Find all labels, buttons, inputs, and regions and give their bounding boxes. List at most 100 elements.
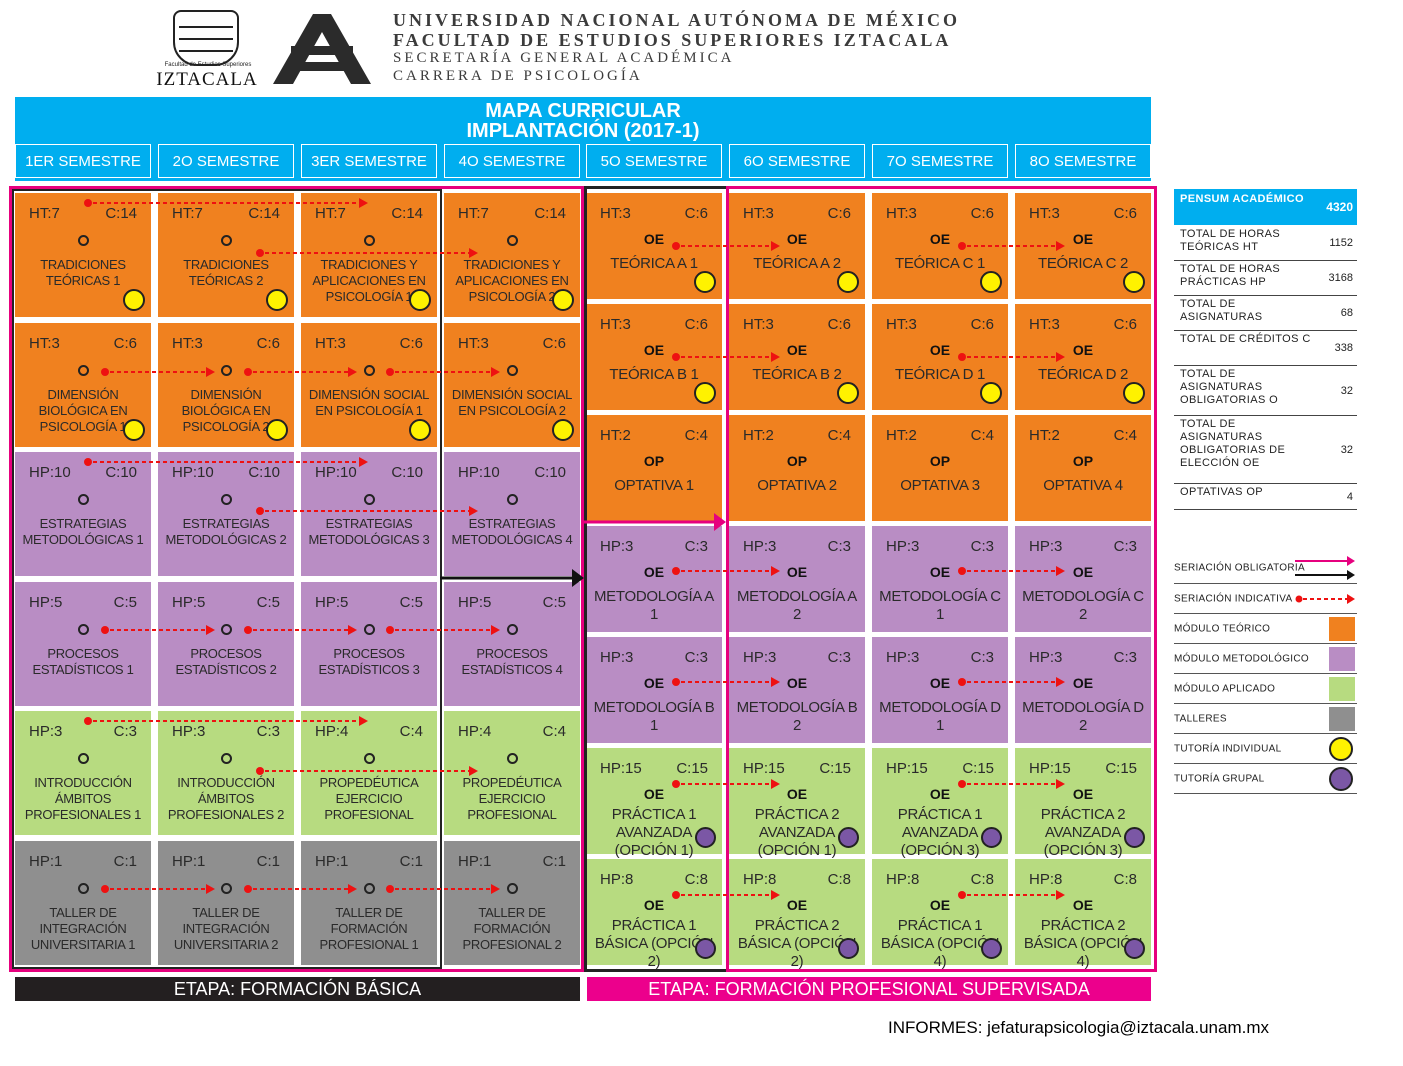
obligatory-ring-icon bbox=[221, 494, 232, 505]
credits-label: C:3 bbox=[970, 649, 994, 666]
credits-label: C:3 bbox=[113, 723, 137, 740]
credits-label: C:3 bbox=[684, 538, 708, 555]
indicative-arrow bbox=[958, 566, 1065, 576]
subject-name: TEÓRICA B 1 bbox=[609, 366, 699, 383]
obligatory-ring-icon bbox=[221, 235, 232, 246]
credits-label: C:1 bbox=[113, 853, 137, 870]
hours-label: HT:3 bbox=[743, 205, 774, 222]
subject-type-tag: OE bbox=[929, 786, 951, 802]
unam-crest-icon bbox=[173, 10, 239, 66]
subject-name: DIMENSIÓN BIOLÓGICA EN PSICOLOGÍA 1 bbox=[38, 387, 128, 434]
hours-label: HP:8 bbox=[886, 871, 920, 888]
indicative-arrow bbox=[672, 352, 780, 362]
credits-label: C:8 bbox=[1113, 871, 1137, 888]
subject-name: DIMENSIÓN SOCIAL EN PSICOLOGÍA 1 bbox=[308, 387, 430, 418]
semester-header-6: 6O SEMESTRE bbox=[729, 144, 865, 178]
tutoria-individual-icon bbox=[552, 289, 574, 311]
hours-label: HP:3 bbox=[743, 649, 777, 666]
subject-card: HP:10 C:10 ESTRATEGIAS METODOLÓGICAS 3 bbox=[301, 452, 437, 576]
tutoria-individual-icon bbox=[266, 419, 288, 441]
subject-name: DIMENSIÓN BIOLÓGICA EN PSICOLOGÍA 2 bbox=[181, 387, 271, 434]
semester-header-7: 7O SEMESTRE bbox=[872, 144, 1008, 178]
subject-name: PRÁCTICA 2 AVANZADA (OPCIÓN 3) bbox=[1040, 806, 1126, 859]
credits-label: C:3 bbox=[827, 649, 851, 666]
subject-name: PROPEDÉUTICA EJERCICIO PROFESIONAL bbox=[462, 775, 562, 822]
subject-card: HT:3 C:6 DIMENSIÓN SOCIAL EN PSICOLOGÍA 2 bbox=[444, 323, 580, 447]
fes-logo-icon bbox=[273, 14, 371, 84]
credits-label: C:5 bbox=[256, 594, 280, 611]
subject-name: OPTATIVA 2 bbox=[757, 477, 837, 494]
credits-label: C:6 bbox=[684, 205, 708, 222]
credits-label: C:10 bbox=[105, 464, 137, 481]
faculty-name: FACULTAD DE ESTUDIOS SUPERIORES IZTACALA bbox=[393, 30, 952, 50]
subject-name: DIMENSIÓN SOCIAL EN PSICOLOGÍA 2 bbox=[451, 387, 573, 418]
legend-seriacion-indicativa: SERIACIÓN INDICATIVA bbox=[1174, 584, 1357, 614]
indicative-arrow bbox=[672, 779, 780, 789]
subject-type-tag: OE bbox=[929, 897, 951, 913]
credits-label: C:8 bbox=[684, 871, 708, 888]
hours-label: HT:3 bbox=[315, 335, 346, 352]
swatch-teorico bbox=[1329, 616, 1355, 641]
pensum-row: TOTAL DE CRÉDITOS C 338 bbox=[1174, 331, 1357, 366]
obligatory-ring-icon bbox=[364, 365, 375, 376]
subject-card: HP:1 C:1 TALLER DE FORMACIÓN PROFESIONAL 1 bbox=[301, 841, 437, 965]
tutoria-grupal-icon bbox=[838, 827, 859, 848]
subject-card: HP:15 C:15 OE PRÁCTICA 2 AVANZADA (OPCIÓN 1… bbox=[729, 748, 865, 859]
subject-card: HP:8 C:8 OE PRÁCTICA 2 BÁSICA (OPCIÓN 2) bbox=[729, 859, 865, 970]
hours-label: HP:8 bbox=[600, 871, 634, 888]
obligatory-ring-icon bbox=[364, 235, 375, 246]
subject-name: PROCESOS ESTADÍSTICOS 1 bbox=[32, 646, 134, 677]
pensum-value: 1152 bbox=[1329, 237, 1353, 249]
hours-label: HP:5 bbox=[29, 594, 63, 611]
hours-label: HP:3 bbox=[886, 538, 920, 555]
indicative-arrow bbox=[244, 884, 357, 894]
subject-type-tag: OE bbox=[1072, 231, 1094, 247]
tutoria-grupal-icon bbox=[981, 938, 1002, 959]
hours-label: HP:4 bbox=[458, 723, 492, 740]
subject-card: HT:7 C:14 TRADICIONES Y APLICACIONES EN PS… bbox=[444, 193, 580, 317]
credits-label: C:1 bbox=[399, 853, 423, 870]
indicative-arrow bbox=[256, 766, 478, 776]
indicative-arrow bbox=[958, 677, 1065, 687]
hours-label: HP:10 bbox=[172, 464, 214, 481]
subject-type-tag: OE bbox=[929, 564, 951, 580]
credits-label: C:14 bbox=[391, 205, 423, 222]
hours-label: HP:3 bbox=[29, 723, 63, 740]
hours-label: HT:3 bbox=[172, 335, 203, 352]
tutoria-individual-icon bbox=[409, 289, 431, 311]
subject-name: METODOLOGÍA D 2 bbox=[1022, 699, 1144, 734]
tutoria-individual-icon bbox=[980, 271, 1002, 293]
legend-modulo-aplicado: MÓDULO APLICADO bbox=[1174, 674, 1357, 704]
pensum-value: 68 bbox=[1340, 307, 1353, 319]
credits-label: C:4 bbox=[684, 427, 708, 444]
subject-card: HP:3 C:3 OE METODOLOGÍA A 1 bbox=[586, 526, 722, 632]
subject-card: HP:5 C:5 PROCESOS ESTADÍSTICOS 4 bbox=[444, 582, 580, 706]
subject-name: TEÓRICA D 2 bbox=[1037, 366, 1129, 383]
indicative-arrow bbox=[672, 241, 780, 251]
hours-label: HP:3 bbox=[600, 538, 634, 555]
hours-label: HP:3 bbox=[1029, 538, 1063, 555]
pensum-value: 338 bbox=[1334, 342, 1353, 354]
pensum-row: TOTAL DE ASIGNATURAS OBLIGATORIAS DE ELE… bbox=[1174, 416, 1357, 484]
subject-name: METODOLOGÍA B 2 bbox=[736, 699, 858, 734]
credits-label: C:1 bbox=[542, 853, 566, 870]
subject-type-tag: OE bbox=[1072, 675, 1094, 691]
credits-label: C:6 bbox=[113, 335, 137, 352]
subject-type-tag: OP bbox=[1072, 453, 1094, 469]
credits-label: C:6 bbox=[399, 335, 423, 352]
subject-card: HP:15 C:15 OE PRÁCTICA 1 AVANZADA (OPCIÓN 1… bbox=[586, 748, 722, 859]
subject-name: METODOLOGÍA C 1 bbox=[879, 588, 1001, 623]
obligatory-ring-icon bbox=[507, 883, 518, 894]
obligatory-ring-icon bbox=[78, 494, 89, 505]
hours-label: HP:5 bbox=[458, 594, 492, 611]
subject-name: TEÓRICA B 2 bbox=[752, 366, 842, 383]
subject-type-tag: OE bbox=[786, 231, 808, 247]
tutoria-individual-icon bbox=[552, 419, 574, 441]
semester-header-4: 4O SEMESTRE bbox=[444, 144, 580, 178]
credits-label: C:3 bbox=[1113, 649, 1137, 666]
hours-label: HT:7 bbox=[172, 205, 203, 222]
pensum-label: TOTAL DE HORAS TEÓRICAS HT bbox=[1180, 228, 1281, 253]
hours-label: HP:4 bbox=[315, 723, 349, 740]
pensum-value: 4 bbox=[1346, 490, 1353, 503]
pensum-row: OPTATIVAS OP 4 bbox=[1174, 484, 1357, 510]
